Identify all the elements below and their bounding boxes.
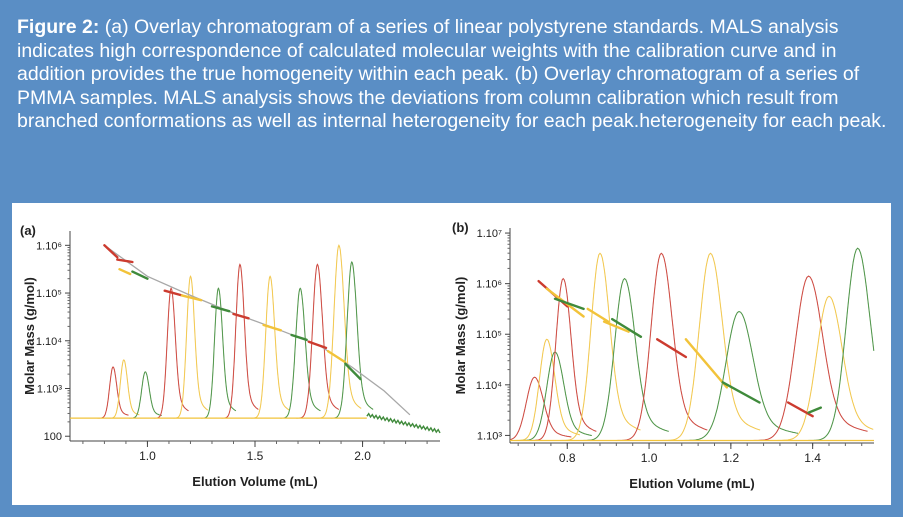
mals-segment <box>131 270 149 280</box>
mals-segment <box>307 340 328 350</box>
mals-segment <box>602 320 630 333</box>
y-tick-label: 1.10⁶ <box>476 279 502 291</box>
mals-segment <box>163 289 184 297</box>
chromatogram-peak-core <box>250 275 290 419</box>
chromatogram-peak-core <box>660 252 761 441</box>
mals-segment <box>586 307 610 323</box>
chromatogram-peak <box>749 275 868 442</box>
chromatogram-peak-core <box>513 338 580 441</box>
panel-label: (a) <box>20 223 36 238</box>
x-axis-label: Elution Volume (mL) <box>192 474 317 489</box>
chromatogram-peak-core <box>296 263 339 419</box>
chromatogram-peak-core <box>580 278 669 441</box>
chart-a: (a) 100 1.10³ 1.10⁴ 1.10⁵ 1.10⁶ 1.0 1.5 2.0 Eluti… <box>20 223 441 489</box>
y-tick-label: 1.10³ <box>477 430 502 442</box>
chromatogram-peak <box>580 277 669 442</box>
mals-segment <box>103 244 119 259</box>
x-tick-label: 1.0 <box>139 449 156 463</box>
chromatogram-peak <box>680 310 798 442</box>
y-axis-label: Molar Mass (g/mol) <box>453 277 468 395</box>
mals-segment <box>210 305 231 313</box>
chromatogram-peak-core <box>201 287 237 419</box>
charts-panel: (a) 100 1.10³ 1.10⁴ 1.10⁵ 1.10⁶ 1.0 1.5 2.0 Eluti… <box>12 203 891 505</box>
x-tick-label: 1.0 <box>641 451 658 465</box>
chromatogram-peak-core <box>153 287 189 419</box>
chromatogram-peak-core <box>680 311 798 441</box>
chromatogram-peak <box>773 295 874 442</box>
mals-segment <box>262 323 282 332</box>
y-tick-label: 1.10⁴ <box>36 336 62 348</box>
chromatogram-peak <box>806 247 875 442</box>
mals-segment <box>807 406 822 414</box>
chromatogram-peak-core <box>173 275 209 419</box>
mals-segment <box>180 294 203 302</box>
mals-segment <box>116 258 134 264</box>
tail-trace <box>366 412 441 434</box>
mals-segment <box>553 297 585 311</box>
x-axis-label: Elution Volume (mL) <box>629 476 754 491</box>
mals-segment <box>656 338 688 359</box>
caption-text: (a) Overlay chromatogram of a series of … <box>17 16 887 132</box>
panel-label: (b) <box>452 220 469 235</box>
chromatogram-peak <box>97 366 129 419</box>
chromatogram-peak-core <box>530 277 597 441</box>
y-tick-label: 1.10⁵ <box>36 288 62 300</box>
y-tick-label: 1.10⁷ <box>477 228 502 240</box>
chromatogram-peak-core <box>510 376 572 441</box>
figure-caption: Figure 2: (a) Overlay chromatogram of a … <box>17 16 887 134</box>
mals-segment <box>344 362 362 381</box>
x-tick-label: 2.0 <box>354 449 371 463</box>
chromatogram-peak-core <box>518 351 592 441</box>
x-tick-label: 0.8 <box>559 451 576 465</box>
mals-segment <box>684 338 728 389</box>
chromatogram-peak <box>510 376 572 441</box>
mals-segment <box>232 312 250 320</box>
chromatogram-peak-core <box>806 247 875 441</box>
y-tick-label: 100 <box>44 431 62 443</box>
x-tick-label: 1.5 <box>247 449 264 463</box>
y-tick-label: 1.10⁵ <box>476 329 502 341</box>
chromatogram-peak-core <box>97 366 129 419</box>
mals-segment <box>721 381 761 404</box>
chromatogram-peak <box>518 351 592 442</box>
chromatogram-peak-core <box>615 252 708 441</box>
mals-segment <box>290 333 308 342</box>
x-tick-label: 1.2 <box>723 451 740 465</box>
chromatogram-peak-core <box>316 244 362 419</box>
mals-segment <box>118 267 132 276</box>
chromatogram-peak-core <box>559 252 641 441</box>
x-tick-label: 1.4 <box>804 451 821 465</box>
chromatogram-peak-core <box>221 263 259 419</box>
mals-segment <box>611 317 643 339</box>
chromatogram-peak <box>108 359 140 419</box>
chart-b: (b) 1.10³ 1.10⁴ 1.10⁵ 1.10⁶ 1.10⁷ 0.8 1.0 1.2 1.4… <box>452 220 875 491</box>
chromatogram-peak-core <box>279 287 321 419</box>
chromatogram-peak-core <box>749 275 868 441</box>
calibration-curve <box>104 244 411 416</box>
chromatogram-peak <box>250 275 290 419</box>
chromatogram-peak-core <box>773 295 874 441</box>
mals-segment <box>786 401 814 418</box>
chromatogram-peak-core <box>108 359 140 419</box>
y-tick-label: 1.10⁶ <box>36 240 62 252</box>
y-axis-label: Molar Mass (g/mol) <box>22 277 37 395</box>
y-tick-label: 1.10³ <box>37 384 62 396</box>
charts-svg: (a) 100 1.10³ 1.10⁴ 1.10⁵ 1.10⁶ 1.0 1.5 2.0 Eluti… <box>20 220 875 491</box>
y-tick-label: 1.10⁴ <box>476 380 502 392</box>
chromatogram-peak <box>279 287 321 419</box>
mals-segment <box>326 350 347 364</box>
caption-label: Figure 2: <box>17 16 100 38</box>
chromatogram-peak-core <box>330 261 374 419</box>
